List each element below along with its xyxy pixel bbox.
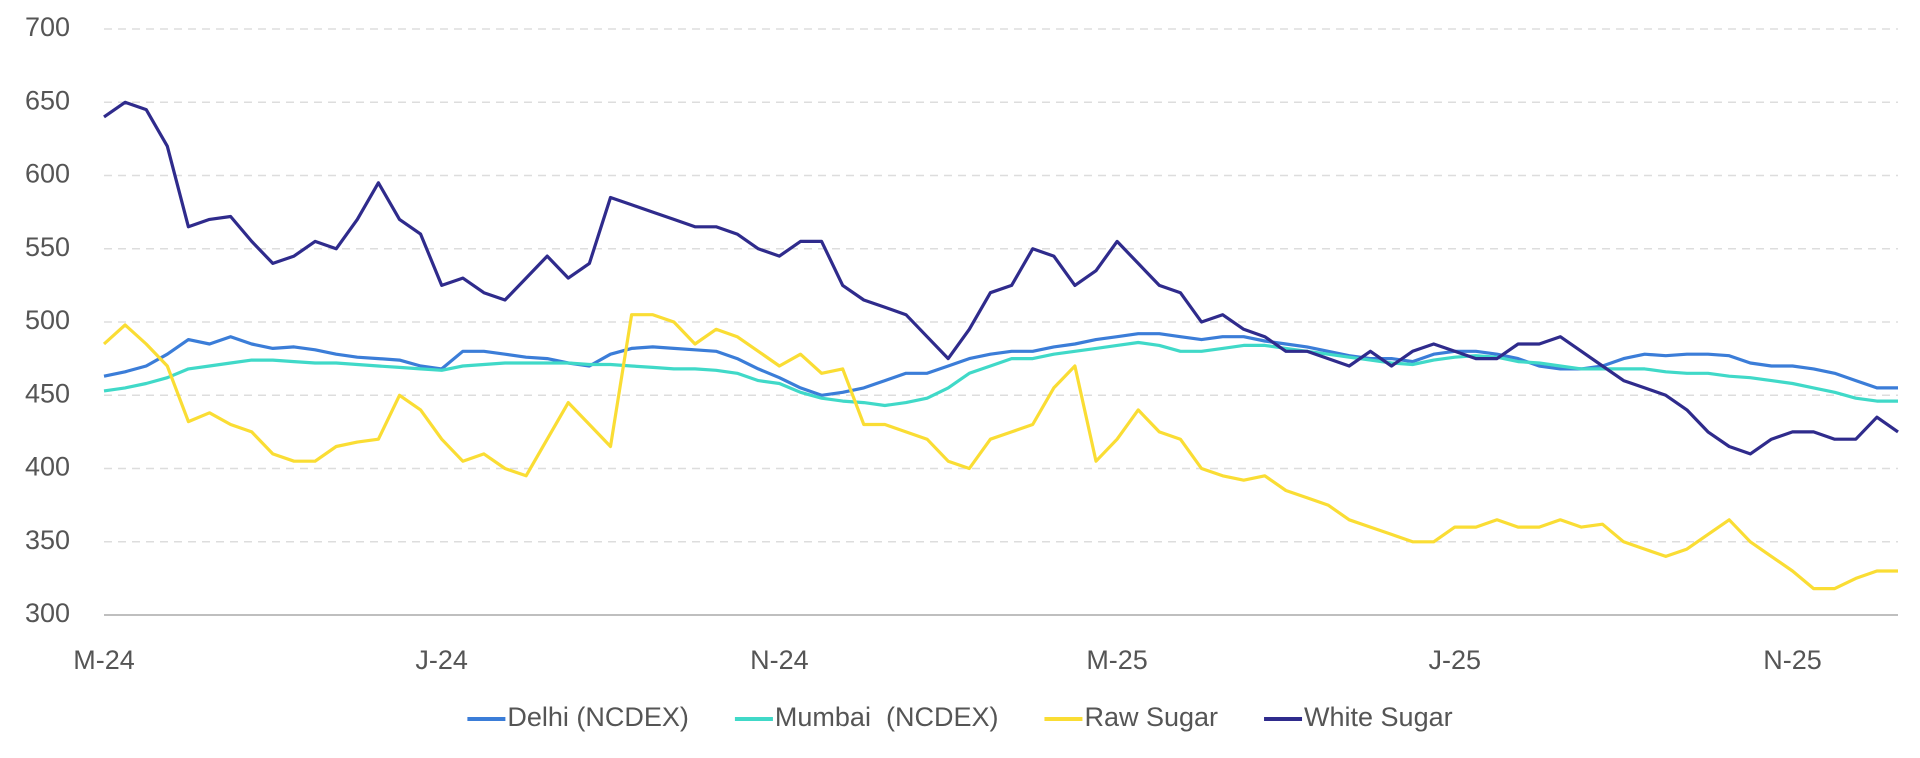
x-tick-label: M-24 [73, 645, 135, 675]
x-tick-label: N-25 [1763, 645, 1822, 675]
y-tick-label: 300 [25, 598, 70, 628]
x-tick-label: N-24 [750, 645, 809, 675]
x-tick-label: J-25 [1429, 645, 1482, 675]
y-tick-label: 400 [25, 452, 70, 482]
x-tick-label: M-25 [1086, 645, 1148, 675]
y-tick-label: 500 [25, 305, 70, 335]
series-line [103, 332, 1898, 397]
legend-label: White Sugar [1304, 702, 1453, 732]
y-tick-label: 600 [25, 159, 70, 189]
series-line [103, 100, 1899, 456]
legend-label: Raw Sugar [1084, 702, 1218, 732]
y-tick-label: 350 [25, 525, 70, 555]
legend-label: Delhi (NCDEX) [507, 702, 689, 732]
y-tick-label: 700 [25, 12, 70, 42]
y-tick-label: 450 [25, 378, 70, 408]
x-tick-label: J-24 [415, 645, 468, 675]
legend-label: Mumbai (NCDEX) [775, 702, 999, 732]
y-tick-label: 650 [25, 85, 70, 115]
y-tick-label: 550 [25, 232, 70, 262]
series-line [103, 340, 1898, 408]
series-line [102, 313, 1898, 591]
